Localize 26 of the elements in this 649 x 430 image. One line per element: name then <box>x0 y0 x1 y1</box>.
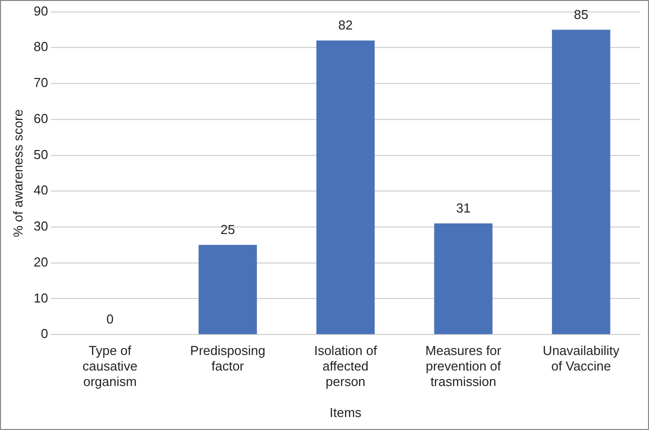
y-tick-label: 0 <box>40 326 48 342</box>
data-label: 0 <box>106 312 114 327</box>
y-tick-label: 30 <box>34 218 48 234</box>
bar <box>316 40 375 334</box>
y-tick-label: 20 <box>34 254 48 270</box>
x-tick-label: Measures for prevention of trasmission <box>425 342 502 390</box>
data-label: 85 <box>574 6 588 22</box>
y-tick-label: 60 <box>34 110 48 126</box>
x-tick-label: Type of causative organism <box>82 342 138 390</box>
y-tick-label: 50 <box>34 146 48 162</box>
y-tick-label: 40 <box>34 182 48 198</box>
x-tick-label: Unavailability of Vaccine <box>542 342 620 374</box>
y-tick-label: 70 <box>34 75 48 90</box>
y-tick-label: 10 <box>34 290 48 306</box>
bar <box>552 30 610 334</box>
x-tick-label: Predisposing factor <box>190 342 266 374</box>
data-label: 31 <box>456 200 471 216</box>
y-tick-label: 90 <box>34 3 48 18</box>
y-tick-label: 80 <box>34 39 48 54</box>
data-label: 82 <box>338 18 353 33</box>
x-axis-title: Items <box>330 404 362 420</box>
bar <box>198 244 257 334</box>
x-tick-label: Isolation of affected person <box>314 342 378 390</box>
bar <box>434 223 492 334</box>
y-axis-title: % of awareness score <box>10 109 26 238</box>
data-label: 25 <box>220 222 235 238</box>
